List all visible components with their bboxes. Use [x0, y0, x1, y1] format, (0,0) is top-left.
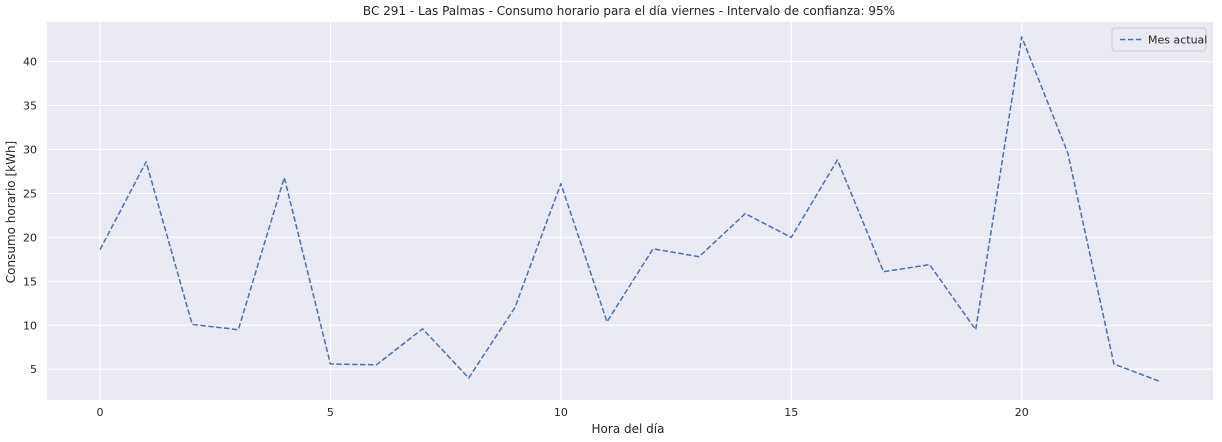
grid	[47, 22, 1213, 400]
x-axis-ticks: 0 5 10 15 20	[97, 406, 1029, 419]
y-tick-label: 15	[23, 275, 37, 288]
x-axis-label: Hora del día	[592, 422, 665, 436]
y-tick-label: 35	[23, 100, 37, 113]
x-tick-label: 20	[1015, 406, 1029, 419]
y-tick-label: 5	[30, 363, 37, 376]
y-tick-label: 20	[23, 231, 37, 244]
x-tick-label: 10	[554, 406, 568, 419]
y-tick-label: 10	[23, 319, 37, 332]
y-axis-label: Consumo horario [kWh]	[4, 141, 18, 283]
x-tick-label: 15	[784, 406, 798, 419]
legend-label-mes-actual: Mes actual	[1148, 34, 1207, 47]
plot-area	[47, 22, 1213, 400]
y-tick-label: 25	[23, 187, 37, 200]
legend-box	[1111, 27, 1207, 52]
chart-title: BC 291 - Las Palmas - Consumo horario pa…	[363, 4, 895, 18]
x-tick-label: 0	[97, 406, 104, 419]
x-tick-label: 5	[327, 406, 334, 419]
y-tick-label: 40	[23, 56, 37, 69]
legend: Mes actual	[1111, 27, 1207, 52]
y-tick-label: 30	[23, 143, 37, 156]
series-group	[99, 36, 1161, 383]
y-axis-ticks: 5 10 15 20 25 30 35 40	[23, 56, 37, 377]
series-line-mes-actual	[99, 36, 1161, 383]
